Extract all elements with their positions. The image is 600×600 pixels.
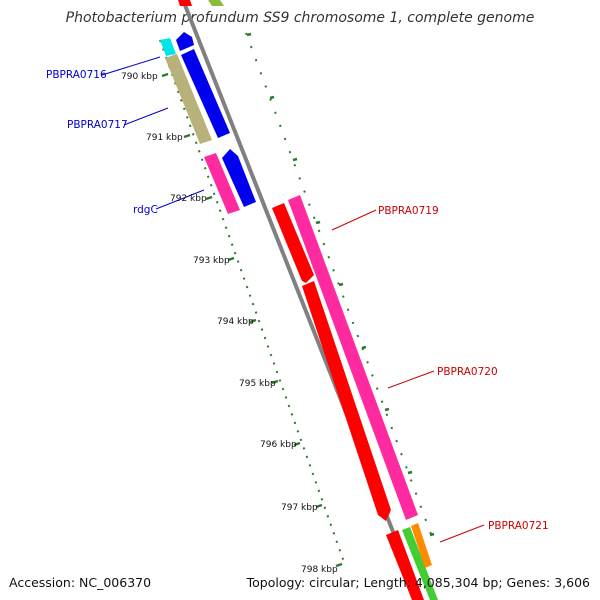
- tick-label-796: 796 kbp: [260, 440, 297, 450]
- feature-pink-rdgc: [204, 153, 240, 214]
- outer-tick-track: [245, 32, 436, 546]
- outer-major-ticks: [246, 32, 435, 537]
- map-title: Photobacterium profundum SS9 chromosome …: [65, 10, 535, 26]
- gene-label-PBPRA0717[interactable]: PBPRA0717: [67, 119, 128, 131]
- gene-label-PBPRA0721[interactable]: PBPRA0721: [488, 520, 549, 532]
- feature-cyan: [160, 38, 176, 56]
- tick-label-793: 793 kbp: [193, 256, 230, 266]
- tick-label-797: 797 kbp: [281, 503, 318, 513]
- tick-label-795: 795 kbp: [239, 379, 276, 389]
- feature-red-0720: [302, 281, 391, 521]
- feature-blue-rdgc: [222, 149, 256, 207]
- feature-pink-0719: [288, 195, 418, 520]
- feature-top-red: [178, 0, 192, 6]
- feature-green-0721: [402, 527, 438, 600]
- genome-stats: Topology: circular; Length: 4,085,304 bp…: [246, 575, 590, 590]
- leader-rdgC: [155, 189, 205, 210]
- feature-blue-2: [181, 49, 230, 138]
- feature-red-0719: [272, 203, 314, 283]
- leader-PBPRA0716: [101, 56, 161, 76]
- feature-olive: [165, 54, 212, 144]
- feature-red-0721: [386, 530, 424, 600]
- gene-label-PBPRA0716[interactable]: PBPRA0716: [46, 69, 107, 81]
- tick-label-798: 798 kbp: [301, 565, 338, 575]
- accession-label: Accession: NC_006370: [9, 575, 152, 590]
- tick-label-790: 790 kbp: [121, 72, 158, 82]
- gene-label-PBPRA0720[interactable]: PBPRA0720: [437, 366, 498, 378]
- tick-label-794: 794 kbp: [217, 317, 254, 327]
- feature-blue-1: [176, 32, 194, 51]
- feature-top-olive: [208, 0, 224, 6]
- tick-label-792: 792 kbp: [170, 194, 207, 204]
- gene-label-rdgC[interactable]: rdgC: [133, 204, 158, 216]
- major-ticks: [161, 72, 343, 568]
- leader-PBPRA0720: [387, 370, 435, 389]
- leader-PBPRA0721: [439, 524, 485, 543]
- leader-PBPRA0719: [331, 209, 377, 231]
- feature-orange-0721: [411, 523, 432, 568]
- gene-label-PBPRA0719[interactable]: PBPRA0719: [378, 205, 439, 217]
- leader-PBPRA0717: [123, 107, 169, 126]
- tick-label-791: 791 kbp: [146, 133, 183, 143]
